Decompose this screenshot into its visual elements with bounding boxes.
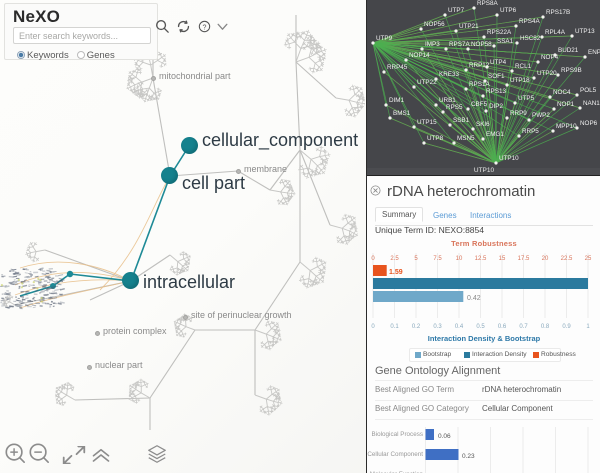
svg-text:RPL4A: RPL4A [545, 29, 566, 36]
svg-text:NOP6: NOP6 [580, 120, 598, 127]
svg-text:12.5: 12.5 [475, 256, 487, 262]
svg-text:DIP2: DIP2 [489, 103, 503, 110]
svg-text:RRP5: RRP5 [522, 128, 539, 135]
svg-text:SOF1: SOF1 [488, 73, 505, 80]
svg-text:UTP4: UTP4 [490, 59, 507, 66]
svg-text:NOP14: NOP14 [409, 52, 430, 59]
svg-text:0.7: 0.7 [519, 324, 528, 330]
svg-text:20: 20 [542, 256, 549, 262]
svg-text:0.23: 0.23 [462, 453, 475, 460]
svg-text:UTP15: UTP15 [417, 119, 437, 126]
svg-text:?: ? [203, 24, 207, 32]
svg-text:NOC4: NOC4 [553, 89, 571, 96]
svg-text:MPP10: MPP10 [556, 123, 577, 130]
svg-text:0.1: 0.1 [390, 324, 399, 330]
svg-text:Biological Process: Biological Process [372, 431, 423, 438]
svg-text:RPS13: RPS13 [486, 88, 506, 95]
svg-text:MSN5: MSN5 [457, 135, 475, 142]
svg-text:10: 10 [456, 256, 463, 262]
svg-text:CBF5: CBF5 [471, 101, 488, 108]
svg-text:NAN1: NAN1 [583, 100, 600, 107]
svg-text:UTP21: UTP21 [459, 23, 479, 30]
svg-text:0.4: 0.4 [455, 324, 464, 330]
svg-text:UTP18: UTP18 [510, 77, 530, 84]
svg-text:IMP3: IMP3 [425, 41, 440, 48]
svg-text:UTP10: UTP10 [499, 155, 519, 162]
svg-text:PWP2: PWP2 [532, 112, 550, 119]
svg-text:RPS17B: RPS17B [546, 9, 570, 16]
svg-text:0.9: 0.9 [562, 324, 571, 330]
svg-text:UTP7: UTP7 [448, 7, 465, 14]
svg-text:0: 0 [371, 256, 375, 262]
svg-text:SKI6: SKI6 [476, 121, 490, 128]
svg-text:BUD21: BUD21 [558, 47, 579, 54]
svg-text:URB1: URB1 [439, 97, 456, 104]
svg-text:15: 15 [499, 256, 506, 262]
svg-text:RPS5: RPS5 [446, 104, 463, 111]
svg-text:RPS22A: RPS22A [487, 29, 512, 36]
svg-text:7.5: 7.5 [433, 256, 442, 262]
svg-text:1.59: 1.59 [389, 269, 403, 276]
svg-text:22.5: 22.5 [561, 256, 573, 262]
svg-text:NOP1: NOP1 [557, 101, 575, 108]
svg-text:0: 0 [371, 324, 375, 330]
svg-text:RPS4A: RPS4A [519, 18, 540, 25]
svg-text:RRP9: RRP9 [510, 110, 527, 117]
svg-text:ENP1: ENP1 [588, 49, 600, 56]
svg-text:UTP8: UTP8 [427, 135, 444, 142]
svg-text:UTP13: UTP13 [575, 28, 595, 35]
svg-text:SSA1: SSA1 [497, 38, 514, 45]
svg-text:Cellular Component: Cellular Component [367, 451, 423, 458]
svg-text:5: 5 [414, 256, 418, 262]
svg-text:NOP4: NOP4 [541, 54, 559, 61]
svg-text:1: 1 [586, 324, 590, 330]
svg-text:0.8: 0.8 [541, 324, 550, 330]
svg-text:0.6: 0.6 [498, 324, 507, 330]
svg-text:RPS9B: RPS9B [561, 67, 582, 74]
svg-text:DIM1: DIM1 [389, 97, 405, 104]
svg-text:RRP45: RRP45 [387, 64, 408, 71]
svg-text:HSC82: HSC82 [520, 35, 541, 42]
svg-text:EMG1: EMG1 [486, 131, 504, 138]
svg-text:UTP22: UTP22 [417, 79, 437, 86]
svg-text:2.5: 2.5 [390, 256, 399, 262]
svg-text:17.5: 17.5 [518, 256, 530, 262]
svg-text:UTP20: UTP20 [537, 70, 557, 77]
svg-text:NOP58: NOP58 [471, 41, 492, 48]
svg-text:NOP56: NOP56 [424, 21, 445, 28]
svg-text:25: 25 [585, 256, 592, 262]
svg-text:0.06: 0.06 [438, 433, 451, 440]
svg-text:RPS7A: RPS7A [449, 41, 470, 48]
svg-text:0.3: 0.3 [433, 324, 442, 330]
svg-text:RCL1: RCL1 [515, 63, 532, 70]
svg-text:UTP6: UTP6 [500, 7, 517, 14]
svg-text:SSB1: SSB1 [453, 117, 470, 124]
svg-text:0.42: 0.42 [467, 295, 481, 302]
svg-text:RRP12: RRP12 [469, 62, 490, 69]
svg-text:UTP5: UTP5 [518, 95, 535, 102]
svg-text:POL5: POL5 [580, 87, 597, 94]
svg-text:0.5: 0.5 [476, 324, 485, 330]
svg-text:0.2: 0.2 [412, 324, 421, 330]
svg-text:RPS1A: RPS1A [469, 81, 490, 88]
svg-text:UTP9: UTP9 [376, 35, 393, 42]
svg-text:BMS1: BMS1 [393, 110, 411, 117]
svg-text:KRE33: KRE33 [439, 71, 459, 78]
svg-text:RPS8A: RPS8A [477, 0, 498, 7]
